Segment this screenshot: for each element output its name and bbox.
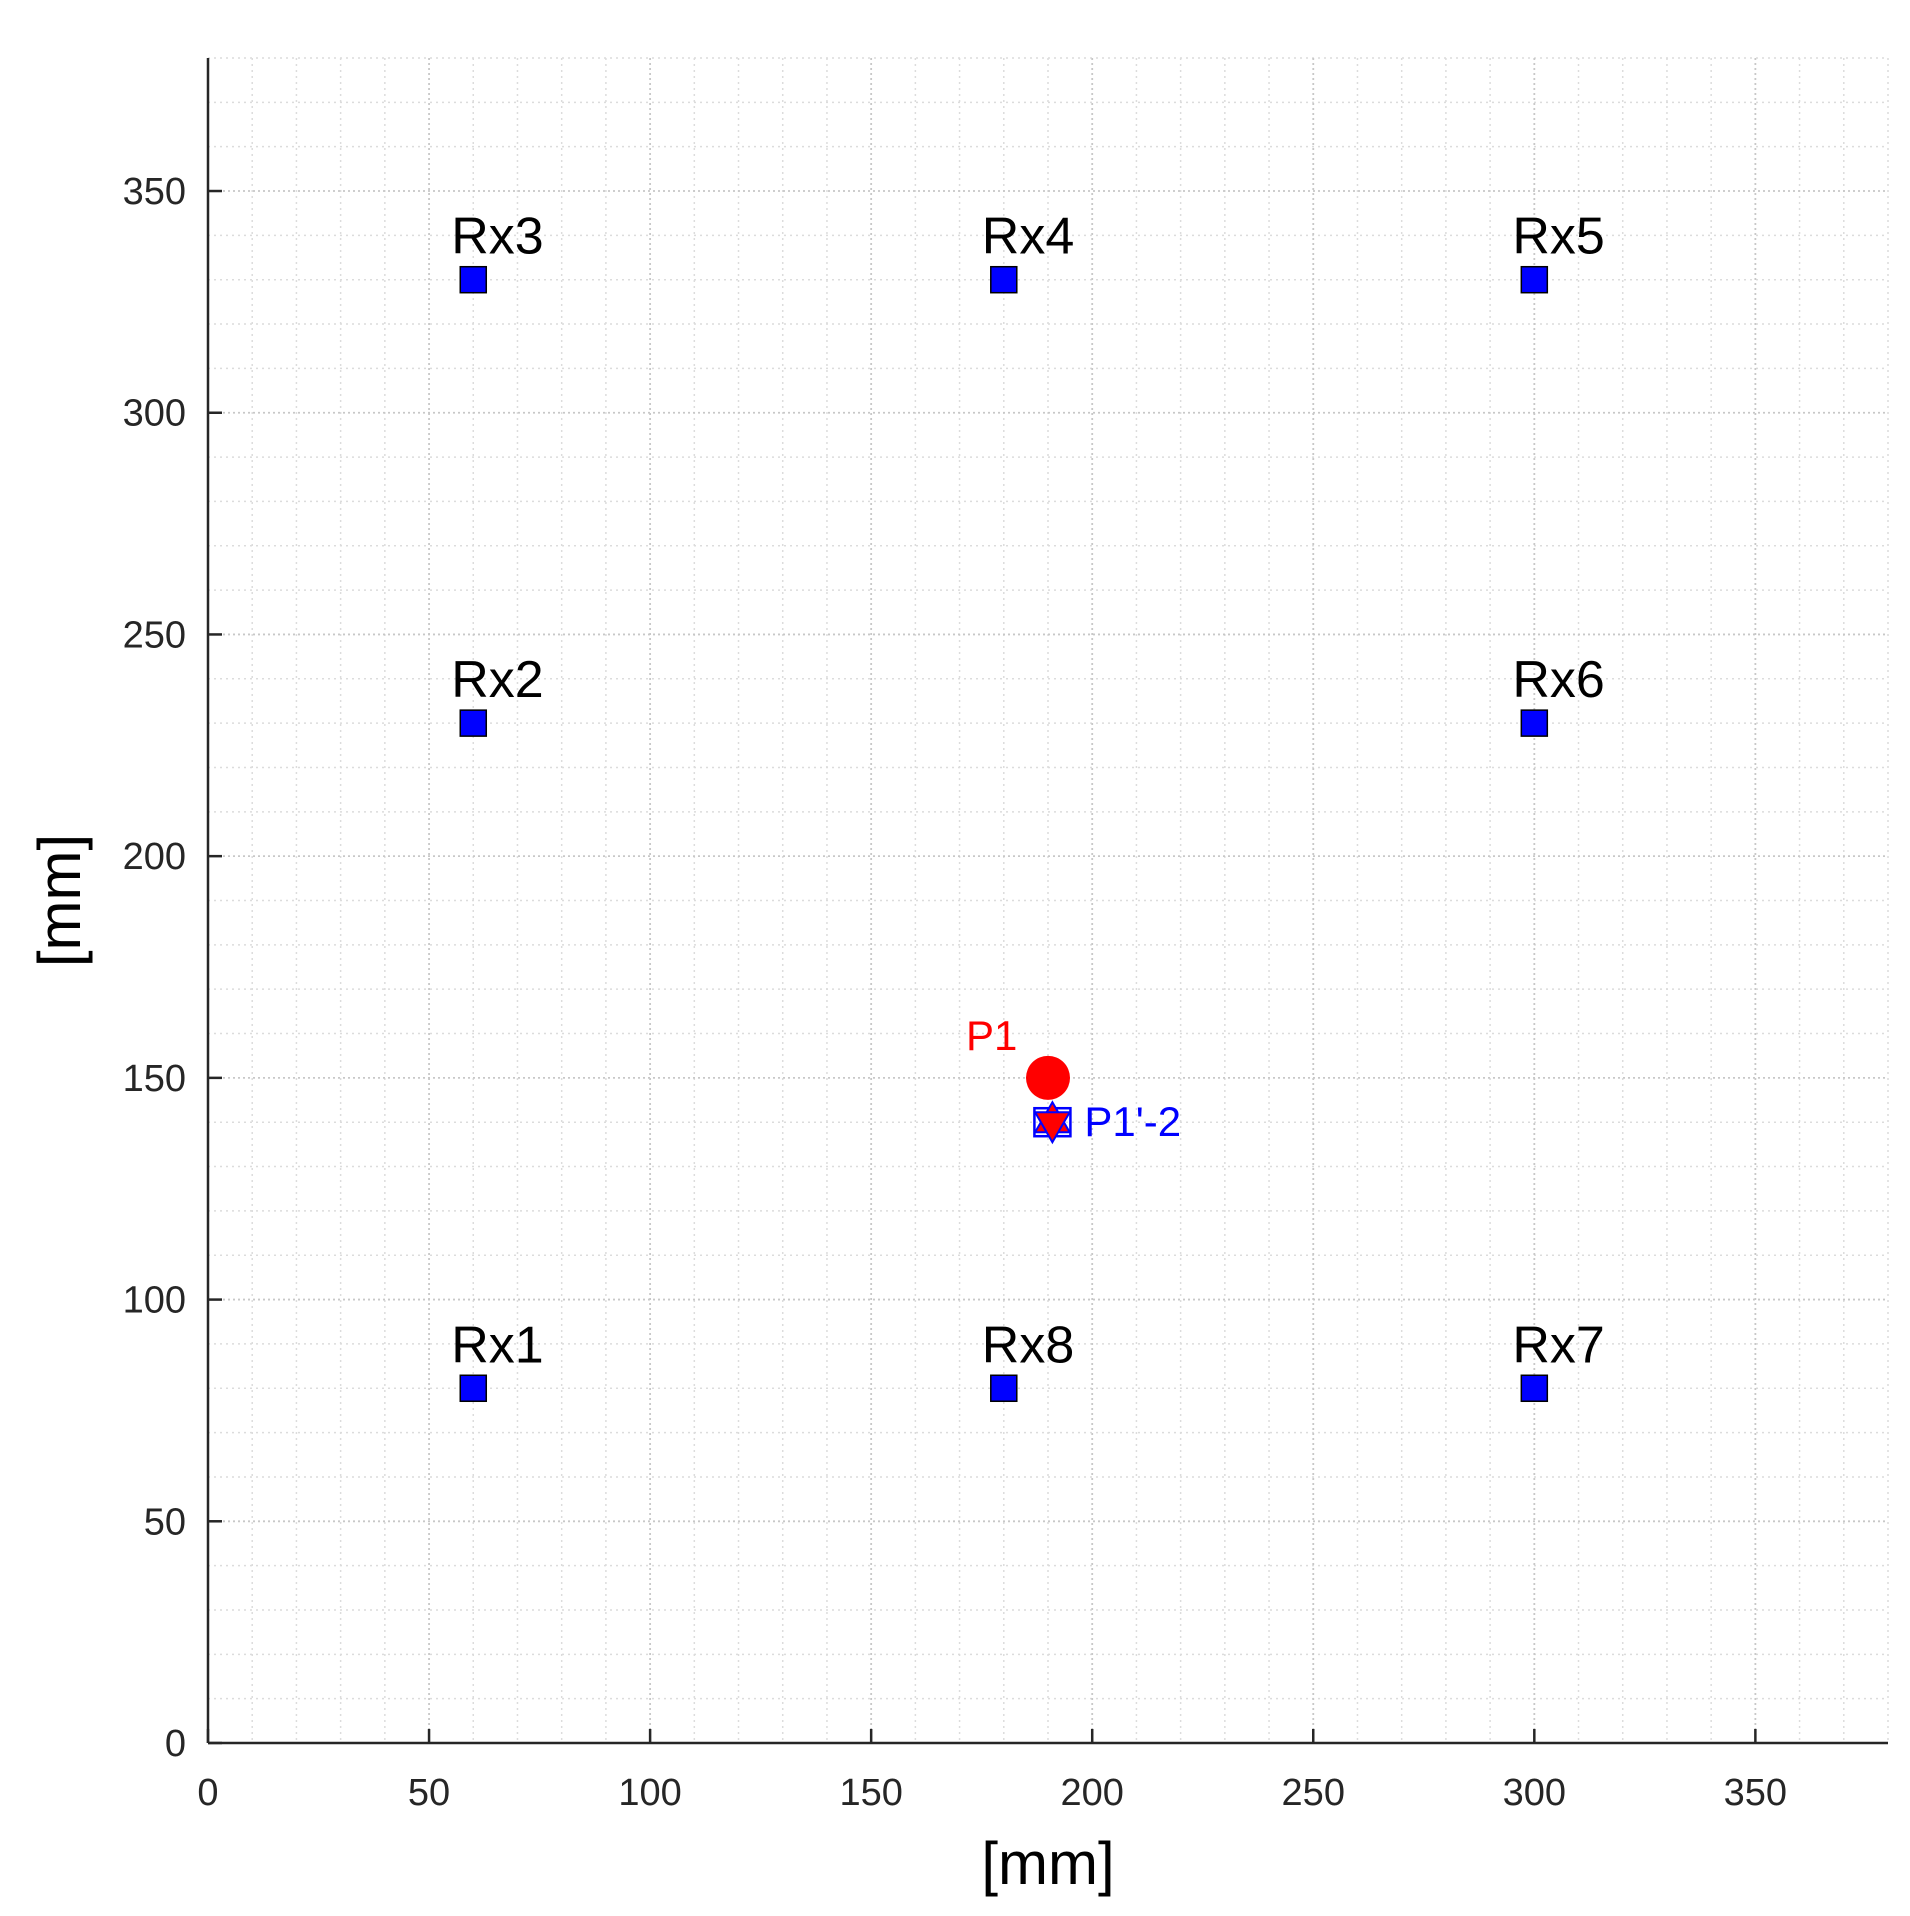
receiver-label: Rx3 — [451, 208, 543, 266]
estimated-point-label: P1'-2 — [1084, 1098, 1181, 1145]
receiver-marker — [990, 265, 1018, 294]
receiver-label: Rx5 — [1512, 208, 1604, 266]
y-axis-title: [mm] — [26, 834, 93, 967]
y-tick-label: 0 — [165, 1723, 186, 1765]
target-points: P1 P1'-2 — [966, 1012, 1181, 1145]
receiver-marker — [459, 265, 488, 294]
true-point-marker — [1026, 1055, 1070, 1100]
x-tick-label: 300 — [1503, 1772, 1566, 1814]
receiver-marker — [1520, 265, 1549, 294]
receiver-rx2: Rx2 — [451, 651, 544, 737]
y-tick-label: 350 — [123, 171, 186, 213]
x-tick-label: 0 — [197, 1772, 218, 1814]
y-tick-label: 50 — [144, 1501, 186, 1543]
y-tick-label: 100 — [123, 1280, 186, 1322]
receiver-rx3: Rx3 — [451, 208, 544, 294]
axes — [206, 58, 1888, 1745]
x-tick-label: 50 — [408, 1772, 450, 1814]
minor-grid — [208, 57, 1889, 1743]
receiver-marker — [1520, 709, 1549, 737]
receiver-marker — [1520, 1374, 1549, 1403]
y-tick-label: 250 — [123, 614, 186, 656]
x-tick-label: 100 — [618, 1772, 681, 1814]
receiver-rx8: Rx8 — [982, 1316, 1074, 1403]
true-point-p1: P1 — [966, 1012, 1070, 1100]
receiver-marker — [990, 1374, 1018, 1403]
receiver-rx7: Rx7 — [1512, 1316, 1605, 1403]
x-tick-label: 150 — [839, 1772, 902, 1814]
y-tick-label: 150 — [123, 1058, 186, 1100]
receiver-marker — [459, 709, 488, 737]
major-grid — [208, 58, 1888, 1743]
receiver-label: Rx7 — [1512, 1316, 1604, 1374]
x-axis-title: [mm] — [981, 1830, 1114, 1897]
receiver-label: Rx8 — [982, 1316, 1074, 1374]
x-tick-label: 200 — [1061, 1772, 1124, 1814]
x-axis-ticks: 0 50 100 150 200 250 300 350 — [197, 1729, 1787, 1814]
receiver-rx5: Rx5 — [1512, 208, 1605, 294]
receiver-label: Rx2 — [451, 651, 543, 709]
receiver-series: Rx1 Rx2 Rx3 Rx4 Rx5 Rx6 Rx7 Rx8 — [451, 208, 1605, 1403]
y-tick-label: 300 — [123, 393, 186, 435]
receiver-label: Rx6 — [1512, 651, 1604, 709]
receiver-marker — [459, 1374, 488, 1403]
receiver-label: Rx1 — [451, 1316, 543, 1374]
y-axis-ticks: 0 50 100 150 200 250 300 350 — [123, 171, 222, 1765]
receiver-rx1: Rx1 — [451, 1316, 544, 1403]
receiver-rx4: Rx4 — [982, 208, 1074, 294]
true-point-label: P1 — [966, 1012, 1017, 1059]
receiver-rx6: Rx6 — [1512, 651, 1605, 737]
estimated-point-p1-2: P1'-2 — [1033, 1098, 1181, 1145]
receiver-label: Rx4 — [982, 208, 1074, 266]
estimated-point-star-down — [1033, 1111, 1072, 1145]
x-tick-label: 250 — [1282, 1772, 1345, 1814]
x-tick-label: 350 — [1724, 1772, 1787, 1814]
y-tick-label: 200 — [123, 836, 186, 878]
